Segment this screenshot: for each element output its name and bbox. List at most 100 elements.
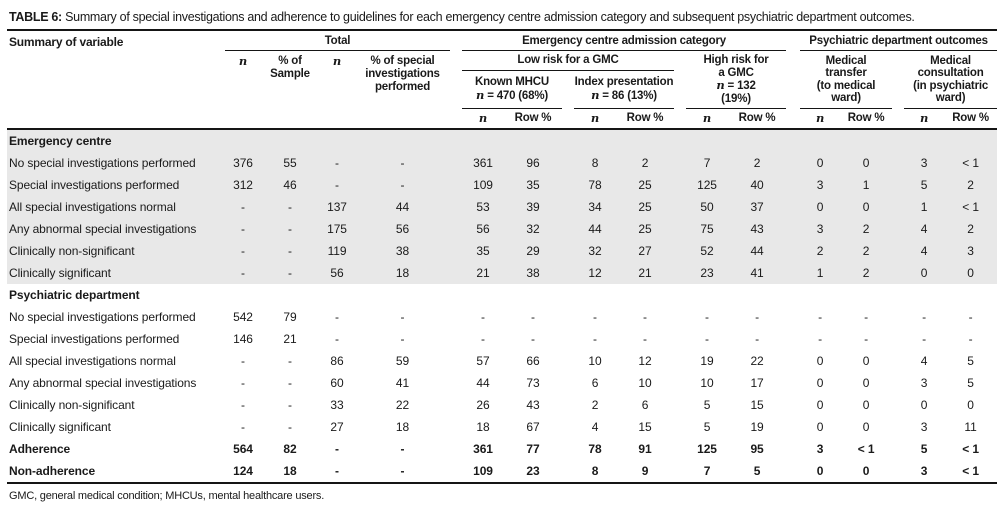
cell: 19 xyxy=(750,420,764,434)
cell: 5 xyxy=(703,398,711,412)
cell: - xyxy=(225,240,261,262)
cell: 3 xyxy=(920,420,928,434)
cell: - xyxy=(261,218,319,240)
cell: 38 xyxy=(355,240,450,262)
cell: 10 xyxy=(588,354,602,368)
spacer xyxy=(450,31,462,129)
cell: 1 xyxy=(840,174,893,196)
cell: - xyxy=(261,240,319,262)
row-label: No special investigations performed xyxy=(7,152,217,174)
cell: 3 xyxy=(800,218,841,240)
cell: - xyxy=(593,310,597,324)
cell: 0 xyxy=(862,420,870,434)
cell: 37 xyxy=(728,196,787,218)
cell: 25 xyxy=(616,174,674,196)
cell: 25 xyxy=(616,218,674,240)
spacer xyxy=(450,460,462,484)
header-row-pct-col: Row % xyxy=(738,112,776,124)
spacer xyxy=(786,262,801,284)
spacer xyxy=(786,328,800,350)
spacer xyxy=(562,372,574,394)
cell: - xyxy=(355,460,450,484)
cell: 4 xyxy=(904,240,945,262)
cell: 41 xyxy=(395,376,410,390)
cell: - xyxy=(705,310,709,324)
cell: 18 xyxy=(476,420,490,434)
header-row-pct-col: Row % xyxy=(847,112,885,124)
table-footnote: GMC, general medical condition; MHCUs, m… xyxy=(9,490,325,502)
spacer xyxy=(786,350,800,372)
row-label: Clinically significant xyxy=(7,262,217,284)
spacer xyxy=(674,328,686,350)
header-medical-transfer-group: Medical transfer (to medical ward) xyxy=(800,50,893,109)
table-row: No special investigations performed 542 79… xyxy=(7,306,997,328)
spacer xyxy=(786,31,800,129)
cell: - xyxy=(355,174,450,196)
spacer xyxy=(217,174,225,196)
row-label: Clinically non-significant xyxy=(9,398,135,412)
cell: - xyxy=(319,152,355,174)
cell: 78 xyxy=(588,442,602,456)
cell: - xyxy=(288,354,292,368)
row-label: All special investigations normal xyxy=(9,354,176,368)
table-row: Special investigations performed 312 46- -1… xyxy=(7,174,998,196)
cell: 0 xyxy=(840,196,893,218)
spacer xyxy=(892,416,904,438)
table-caption-text: Summary of special investigations and ad… xyxy=(65,10,915,24)
header-n-col: n xyxy=(478,111,488,125)
cell: - xyxy=(261,196,319,218)
cell: - xyxy=(531,332,535,346)
cell: 5 xyxy=(703,420,711,434)
spacer xyxy=(562,262,574,284)
cell: 41 xyxy=(728,262,787,284)
cell: 5 xyxy=(967,354,974,368)
cell: 22 xyxy=(395,398,410,412)
spacer xyxy=(892,306,904,328)
spacer xyxy=(892,438,904,460)
row-label: Clinically non-significant xyxy=(7,240,217,262)
row-label: Special investigations performed xyxy=(9,332,180,346)
spacer xyxy=(562,394,574,416)
header-high-risk-group: High risk for a GMC n = 132 (19%) xyxy=(686,50,787,109)
spacer xyxy=(450,152,462,174)
cell: 23 xyxy=(504,460,562,484)
cell: 3 xyxy=(904,460,945,484)
spacer xyxy=(562,306,574,328)
section-heading: Psychiatric department xyxy=(9,288,140,302)
index-presentation-n-value: = 86 (13%) xyxy=(599,89,657,102)
spacer xyxy=(450,416,462,438)
spacer xyxy=(674,460,686,484)
spacer xyxy=(562,218,574,240)
cell: - xyxy=(355,152,450,174)
spacer xyxy=(450,328,462,350)
cell: 5 xyxy=(967,376,974,390)
cell: 7 xyxy=(686,460,728,484)
cell: 0 xyxy=(920,398,928,412)
cell: 1 xyxy=(800,262,841,284)
header-row-pct-col: Row % xyxy=(626,112,664,124)
cell: - xyxy=(818,332,822,346)
cell: < 1 xyxy=(962,442,979,456)
cell: - xyxy=(335,332,339,346)
cell: 12 xyxy=(574,262,616,284)
cell: 175 xyxy=(319,218,355,240)
cell: 56 xyxy=(319,262,355,284)
table-row: Any abnormal special investigations - -175… xyxy=(7,218,998,240)
row-label: All special investigations normal xyxy=(7,196,217,218)
spacer xyxy=(562,174,574,196)
header-ec-group: Emergency centre admission category xyxy=(462,31,787,51)
spacer xyxy=(786,306,800,328)
spacer xyxy=(892,218,905,240)
spacer xyxy=(892,196,905,218)
index-presentation-label: Index presentation xyxy=(574,75,674,88)
spacer xyxy=(450,240,462,262)
spacer xyxy=(217,196,225,218)
cell: - xyxy=(400,332,405,346)
cell: 38 xyxy=(504,262,562,284)
cell: 18 xyxy=(395,420,410,434)
table-row: Any abnormal special investigations - -60 4… xyxy=(7,372,997,394)
header-row-groups: Summary of variable Total Emergency cent… xyxy=(7,31,998,51)
known-mhcu-n-value: = 470 (68%) xyxy=(484,89,548,102)
cell: - xyxy=(288,376,292,390)
spacer xyxy=(562,438,574,460)
